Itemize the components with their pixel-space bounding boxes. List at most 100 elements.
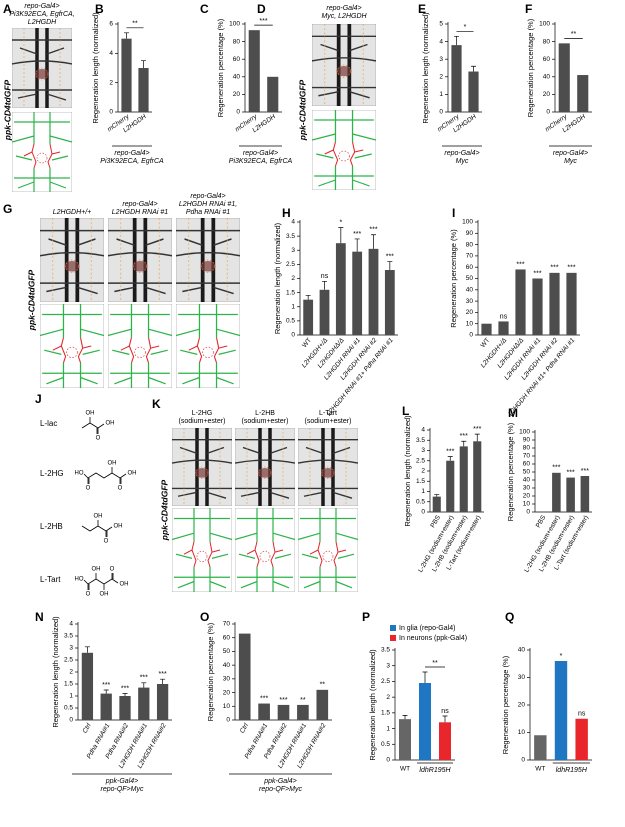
significance-label: *** <box>460 433 468 440</box>
bar <box>566 477 575 512</box>
y-tick-label: 20 <box>223 689 231 696</box>
significance-label: *** <box>516 261 524 268</box>
bar <box>554 661 568 760</box>
x-tick-label: WT <box>400 766 410 773</box>
y-tick-label: 80 <box>233 38 241 45</box>
bar <box>473 441 482 512</box>
y-tick-label: 10 <box>223 703 231 710</box>
y-tick-label: 1.5 <box>381 710 390 717</box>
bar <box>238 633 251 720</box>
y-tick-label: 10 <box>518 729 526 736</box>
image-caption: (sodium+ester) <box>179 418 226 425</box>
bar <box>399 719 411 760</box>
significance-label: *** <box>279 697 287 704</box>
y-tick-label: 100 <box>462 219 473 226</box>
y-axis-label: Regeneration percentage (%) <box>449 229 458 328</box>
y-tick-label: 60 <box>523 461 531 468</box>
reporter-label: ppk-CD4tdGFP <box>159 479 169 541</box>
y-axis-label: Regeneration length (normalized) <box>51 616 60 728</box>
panel-letter: A <box>3 2 12 16</box>
y-tick-label: 4 <box>421 427 425 434</box>
y-tick-label: 80 <box>523 445 531 452</box>
panel-letter: J <box>35 392 42 406</box>
bar <box>297 704 309 720</box>
y-tick-label: 0 <box>236 109 240 116</box>
bar <box>481 323 492 335</box>
significance-label: ** <box>320 682 326 689</box>
neuron-trace <box>40 304 104 388</box>
y-tick-label: 2 <box>69 669 73 676</box>
atom-label: OH <box>128 471 137 477</box>
bar <box>368 248 379 335</box>
y-tick-label: 6 <box>109 21 113 28</box>
micrograph <box>312 24 376 106</box>
y-tick-label: 1.5 <box>286 289 295 296</box>
image-caption: repo-Gal4> <box>122 201 157 208</box>
bar <box>558 43 570 112</box>
atom-label: OH <box>108 461 117 467</box>
group-label: repo-Gal4> <box>444 150 479 157</box>
y-tick-label: 60 <box>233 56 241 63</box>
y-axis-label: Regeneration length (normalized) <box>421 12 430 124</box>
y-tick-label: 20 <box>543 91 551 98</box>
bar <box>119 696 131 720</box>
y-tick-label: 70 <box>466 253 474 260</box>
significance-label: *** <box>102 682 110 689</box>
bonds <box>83 467 127 484</box>
y-tick-label: 30 <box>523 485 531 492</box>
bar <box>258 703 270 720</box>
y-tick-label: 40 <box>223 662 231 669</box>
bar <box>303 299 314 335</box>
atom-label: O <box>110 567 115 573</box>
significance-label: *** <box>552 465 560 472</box>
significance-label: *** <box>121 685 129 692</box>
image-caption: Pi3K92ECA, EgfrCA, <box>9 11 74 18</box>
y-tick-label: 10 <box>523 501 531 508</box>
significance-label: *** <box>446 448 454 455</box>
y-tick-label: 10 <box>466 320 474 327</box>
y-tick-label: 0 <box>69 717 73 724</box>
error-bar <box>338 227 344 244</box>
y-axis-label: Regeneration length (normalized) <box>91 12 100 124</box>
bar <box>81 652 94 720</box>
y-tick-label: 1 <box>421 488 425 495</box>
y-tick-label: 4 <box>439 38 443 45</box>
y-tick-label: 0 <box>386 757 390 764</box>
bar <box>267 76 279 112</box>
atom-label: O <box>86 486 91 492</box>
compound-name: L-lac <box>40 419 57 428</box>
micrograph <box>235 428 295 506</box>
bar <box>577 75 589 112</box>
bar <box>121 38 132 112</box>
y-tick-label: 50 <box>523 469 531 476</box>
bar <box>451 45 462 113</box>
bar <box>498 321 509 335</box>
group-label: ldhR195H <box>419 767 451 774</box>
bar <box>459 446 468 512</box>
bar <box>432 496 441 512</box>
image-caption: Pdha RNAi #1 <box>186 209 230 216</box>
significance-label: ns <box>500 313 508 320</box>
bar <box>446 460 455 512</box>
significance-label: *** <box>567 265 575 272</box>
x-tick-label: Ctrl <box>82 722 93 735</box>
image-caption: L-2HG <box>192 410 213 417</box>
significance-label: ns <box>441 708 449 715</box>
atom-label: OH <box>100 592 109 598</box>
bar <box>575 718 588 760</box>
y-tick-label: 3 <box>421 447 425 454</box>
y-tick-label: 0 <box>439 109 443 116</box>
y-tick-label: 60 <box>543 56 551 63</box>
y-tick-label: 3 <box>439 56 443 63</box>
micrograph <box>176 218 240 302</box>
y-tick-label: 3.5 <box>64 633 73 640</box>
atom-label: HO <box>75 471 84 477</box>
y-tick-label: 20 <box>466 309 474 316</box>
y-tick-label: 70 <box>223 621 231 628</box>
y-tick-label: 3.5 <box>286 233 295 240</box>
neuron-trace <box>235 508 295 592</box>
panel-letter: B <box>95 2 104 16</box>
significance-label: *** <box>159 671 167 678</box>
bar <box>552 472 561 512</box>
atom-label: O <box>86 592 91 598</box>
